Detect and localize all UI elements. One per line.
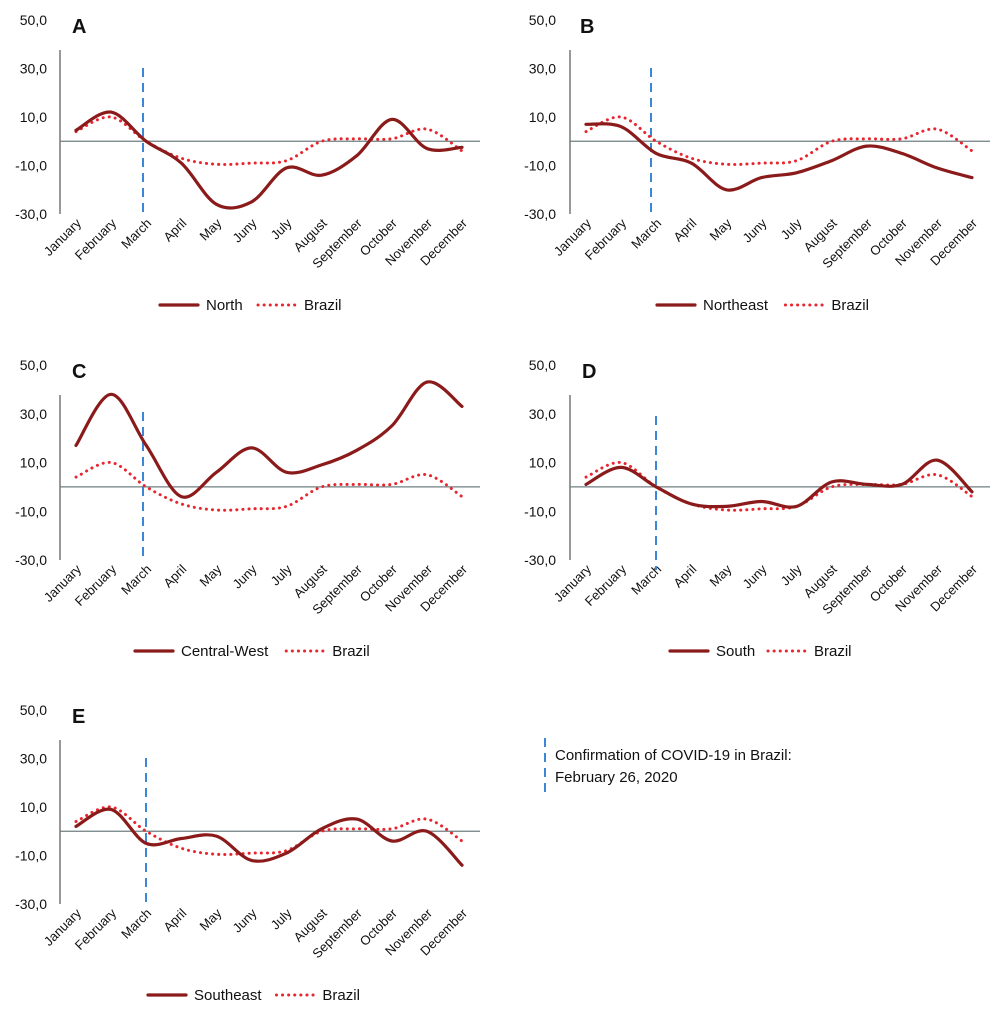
y-tick-label: -30,0 (15, 896, 47, 912)
x-tick-label: Juny (740, 215, 770, 245)
x-tick-label: May (197, 215, 225, 243)
y-tick-label: 10,0 (529, 109, 556, 125)
x-tick-label: May (197, 561, 225, 589)
y-tick-label: -10,0 (15, 158, 47, 174)
y-tick-label: -10,0 (524, 158, 556, 174)
legend-label: Central-West (181, 643, 269, 660)
series-line-northeast (584, 122, 974, 192)
y-tick-label: -10,0 (15, 848, 47, 864)
x-tick-label: July (268, 561, 295, 588)
y-tick-label: 10,0 (20, 799, 47, 815)
panel-letter: A (72, 16, 86, 38)
y-tick-label: 30,0 (529, 406, 556, 422)
legend-label: South (716, 643, 755, 660)
series-line-brazil (74, 805, 464, 857)
x-tick-label: March (118, 216, 154, 252)
panel-d: D50,030,010,0-10,0-30,0JanuaryFebruaryMa… (524, 357, 990, 660)
note-line-2: February 26, 2020 (555, 769, 678, 786)
legend-label: Brazil (814, 643, 852, 660)
series-line-south (584, 458, 974, 509)
x-tick-label: July (778, 561, 805, 588)
panel-b: B50,030,010,0-10,0-30,0JanuaryFebruaryMa… (524, 12, 990, 314)
legend-label: North (206, 297, 243, 314)
x-tick-label: July (268, 905, 295, 932)
panel-e: E50,030,010,0-10,0-30,0JanuaryFebruaryMa… (15, 702, 480, 1004)
panel-c: C50,030,010,0-10,0-30,0JanuaryFebruaryMa… (15, 357, 480, 660)
panel-letter: B (580, 16, 594, 38)
x-tick-label: May (707, 561, 735, 589)
x-tick-label: Juny (230, 561, 260, 591)
y-tick-label: 30,0 (20, 406, 47, 422)
y-tick-label: -10,0 (15, 503, 47, 519)
legend-label: Brazil (322, 987, 360, 1004)
panel-a: A50,030,010,0-10,0-30,0JanuaryFebruaryMa… (15, 12, 480, 314)
x-tick-label: July (778, 215, 805, 242)
x-tick-label: May (707, 215, 735, 243)
x-tick-label: May (197, 905, 225, 933)
series-line-central-west (74, 380, 464, 499)
x-tick-label: April (670, 215, 699, 244)
legend-label: Brazil (304, 297, 342, 314)
x-tick-label: April (160, 215, 189, 244)
x-tick-label: Juny (230, 215, 260, 245)
y-tick-label: 30,0 (20, 751, 47, 767)
y-tick-label: 50,0 (20, 702, 47, 718)
y-tick-label: 10,0 (20, 455, 47, 471)
series-line-brazil (74, 460, 464, 512)
x-tick-label: March (628, 562, 664, 598)
x-tick-label: March (118, 906, 154, 942)
panel-letter: E (72, 706, 85, 728)
series-line-brazil (584, 115, 974, 167)
x-tick-label: April (670, 561, 699, 590)
y-tick-label: 10,0 (529, 455, 556, 471)
legend-label: Brazil (831, 297, 869, 314)
x-tick-label: April (160, 561, 189, 590)
y-tick-label: -30,0 (15, 206, 47, 222)
covid-note: Confirmation of COVID-19 in Brazil: Febr… (544, 738, 792, 798)
y-tick-label: 30,0 (20, 61, 47, 77)
series-line-southeast (74, 807, 464, 867)
x-tick-label: March (118, 562, 154, 598)
legend-label: Southeast (194, 987, 262, 1004)
note-line-1: Confirmation of COVID-19 in Brazil: (555, 747, 792, 764)
y-tick-label: -30,0 (15, 552, 47, 568)
legend-label: Northeast (703, 297, 769, 314)
series-line-north (74, 110, 464, 210)
x-tick-label: Juny (740, 561, 770, 591)
x-tick-label: March (628, 216, 664, 252)
y-tick-label: 30,0 (529, 61, 556, 77)
y-tick-label: 50,0 (20, 357, 47, 373)
panel-letter: D (582, 361, 596, 383)
y-tick-label: 50,0 (529, 357, 556, 373)
legend-label: Brazil (332, 643, 370, 660)
y-tick-label: 50,0 (20, 12, 47, 28)
panel-letter: C (72, 361, 86, 383)
x-tick-label: Juny (230, 905, 260, 935)
y-tick-label: -30,0 (524, 206, 556, 222)
y-tick-label: -10,0 (524, 503, 556, 519)
y-tick-label: 10,0 (20, 109, 47, 125)
x-tick-label: April (160, 905, 189, 934)
y-tick-label: -30,0 (524, 552, 556, 568)
y-tick-label: 50,0 (529, 12, 556, 28)
x-tick-label: July (268, 215, 295, 242)
